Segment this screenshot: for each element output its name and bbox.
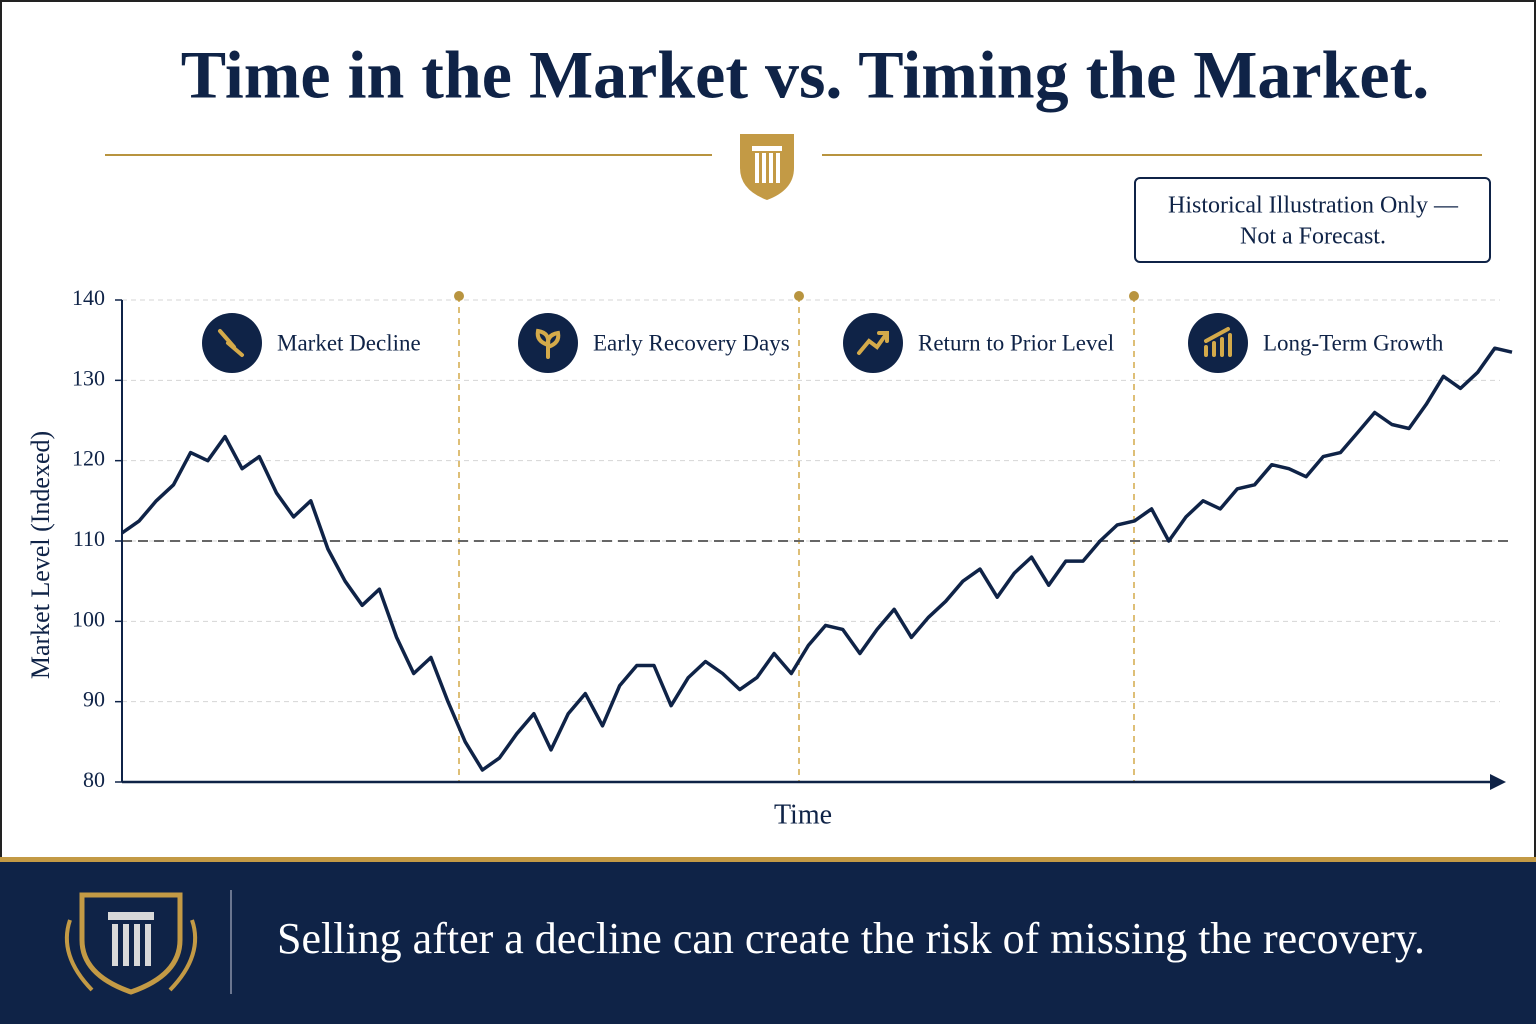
phase-icon-bg [1188,313,1248,373]
footer-emblem [64,892,198,995]
phase-label: Long-Term Growth [1263,330,1444,355]
footer-text: Selling after a decline can create the r… [277,914,1425,963]
y-tick-label: 100 [72,606,105,631]
phase-icon [1188,313,1248,373]
phase-label: Return to Prior Level [918,330,1114,355]
phase-label: Market Decline [277,330,421,355]
y-tick-label: 130 [72,365,105,390]
note-box [1134,177,1491,263]
phase-label: Early Recovery Days [593,330,790,355]
phase-icon-glyph [218,329,244,357]
footer-rule [0,857,1536,862]
x-axis-label: Time [774,799,832,830]
phase-icon [843,313,903,373]
shield-icon [740,134,794,200]
phase-dot [1129,291,1139,301]
phase-icon-glyph [1204,327,1232,357]
phase-dot [454,291,464,301]
y-tick-label: 80 [83,767,105,792]
chart-title: Time in the Market vs. Timing the Market… [181,37,1429,113]
phase-icon [518,313,578,373]
footer-band [0,857,1536,1024]
phase-dot [794,291,804,301]
y-tick-label: 90 [83,687,105,712]
phase-icon-glyph [535,328,561,359]
note-line: Historical Illustration Only — [1168,193,1459,219]
phase-icon-glyph [857,331,889,355]
y-tick-label: 140 [72,285,105,310]
y-tick-label: 120 [72,446,105,471]
y-tick-label: 110 [73,526,105,551]
x-axis-arrow [1490,774,1506,790]
phase-icon [202,313,262,373]
data-line [120,346,1513,772]
y-axis-label: Market Level (Indexed) [26,431,55,679]
note-line: Not a Forecast. [1240,224,1386,250]
